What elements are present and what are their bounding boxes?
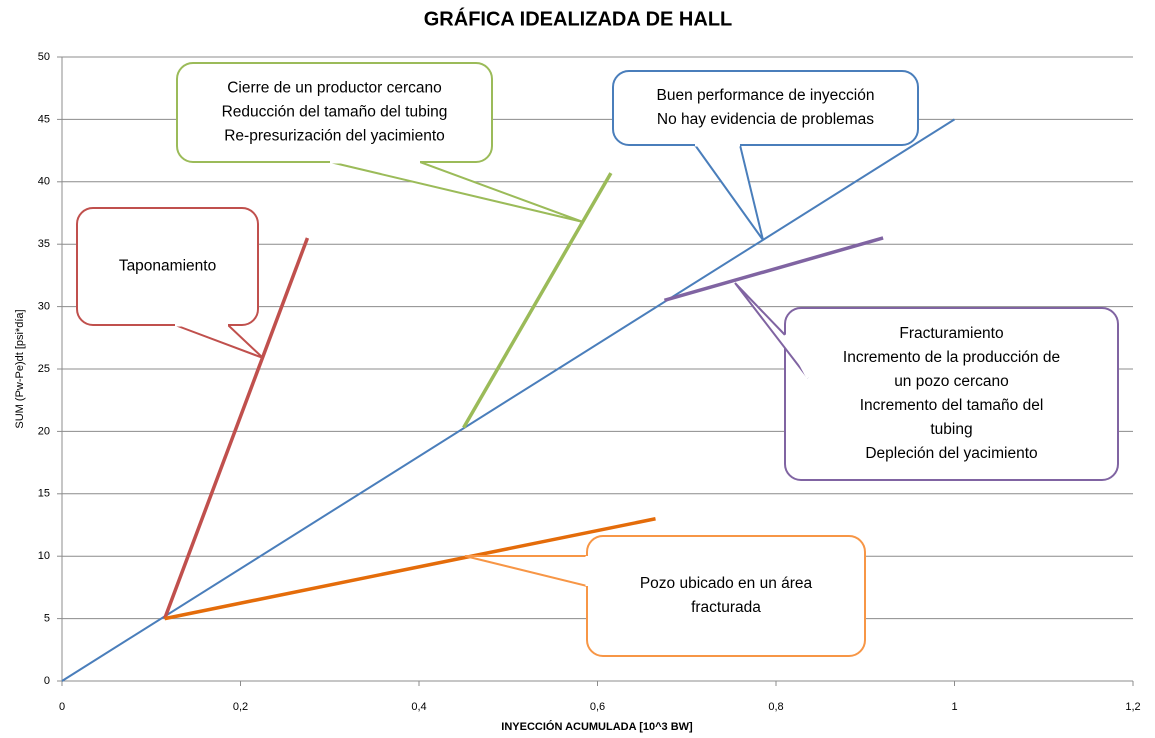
annotation-text: fracturada	[691, 599, 761, 616]
y-tick-label: 5	[44, 613, 50, 625]
callout-box	[784, 307, 1119, 481]
annotation-text: Reducción del tamaño del tubing	[222, 104, 448, 121]
annotation-text: Taponamiento	[119, 258, 216, 275]
x-tick-label: 1	[951, 701, 957, 713]
callout-pointer	[693, 144, 764, 241]
y-tick-label: 0	[44, 675, 50, 687]
series-line	[462, 172, 613, 429]
annotation-text: Buen performance de inyección	[657, 87, 875, 104]
annotation-text: Re-presurización del yacimiento	[224, 128, 445, 145]
x-axis-label: INYECCIÓN ACUMULADA [10^3 BW]	[501, 720, 693, 733]
series-line	[164, 517, 656, 621]
annotation-text: Pozo ubicado en un área	[640, 575, 813, 592]
y-tick-label: 25	[38, 363, 50, 375]
chart-title: GRÁFICA IDEALIZADA DE HALL	[424, 7, 733, 30]
y-tick-label: 20	[38, 425, 50, 437]
x-tick-label: 0,4	[411, 701, 426, 713]
annotation-text: Incremento de la producción de	[843, 349, 1060, 366]
callout-box	[76, 207, 259, 326]
annotation-text: Cierre de un productor cercano	[227, 80, 442, 97]
x-tick-label: 0,8	[768, 701, 783, 713]
y-tick-label: 35	[38, 238, 50, 250]
callout-pointer	[174, 324, 264, 359]
annotation-text: un pozo cercano	[894, 373, 1009, 390]
series-line	[663, 236, 884, 303]
y-tick-label: 40	[38, 176, 50, 188]
y-tick-label: 15	[38, 488, 50, 500]
callout-pointer	[464, 555, 588, 588]
x-tick-label: 0	[59, 701, 65, 713]
annotation-text: Depleción del yacimiento	[865, 445, 1037, 462]
y-tick-label: 50	[38, 51, 50, 63]
series-line	[61, 118, 956, 682]
annotation-text: Incremento del tamaño del	[860, 397, 1044, 414]
x-tick-label: 1,2	[1125, 701, 1140, 713]
callout-box	[586, 535, 866, 657]
callout-box	[612, 70, 919, 146]
x-tick-label: 0,2	[233, 701, 248, 713]
y-tick-label: 10	[38, 550, 50, 562]
annotation-text: tubing	[930, 421, 972, 438]
y-axis-label: SUM (Pw-Pe)dt [psi*día]	[14, 309, 26, 428]
callout-pointer	[329, 161, 584, 223]
annotation-text: Fracturamiento	[899, 325, 1003, 342]
x-tick-label: 0,6	[590, 701, 605, 713]
series-line	[162, 237, 310, 620]
y-tick-label: 45	[38, 113, 50, 125]
annotation-text: No hay evidencia de problemas	[657, 111, 874, 128]
y-tick-label: 30	[38, 301, 50, 313]
callout-join	[783, 334, 810, 379]
